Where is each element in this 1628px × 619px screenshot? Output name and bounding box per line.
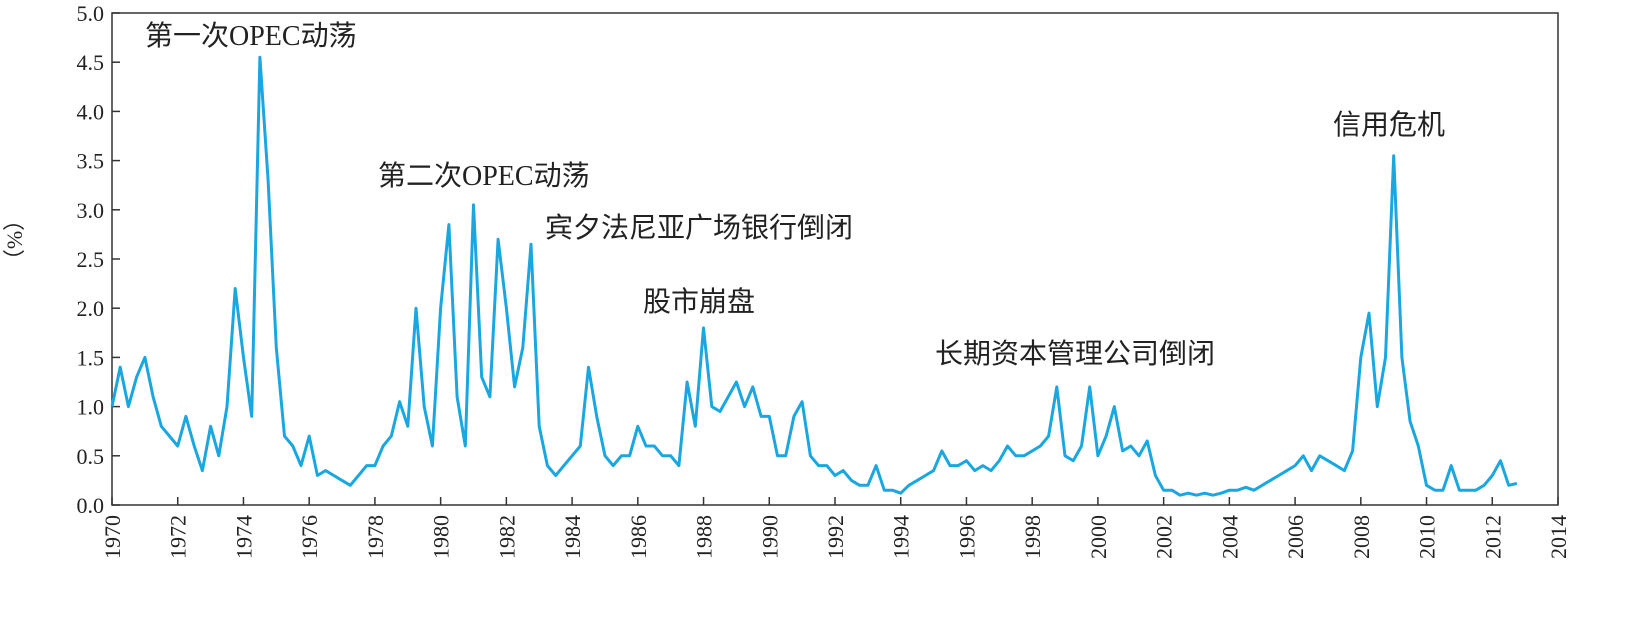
y-tick-label: 3.0 <box>77 198 105 223</box>
annotation: 宾夕法尼亚广场银行倒闭 <box>545 212 853 244</box>
y-tick-label: 0.5 <box>77 444 105 469</box>
y-tick-label: 4.0 <box>77 99 105 124</box>
x-tick-label: 2002 <box>1152 515 1177 559</box>
y-tick-label: 2.0 <box>77 296 105 321</box>
annotation: 股市崩盘 <box>643 286 755 318</box>
x-tick-label: 1972 <box>166 515 191 559</box>
y-tick-label: 3.5 <box>77 149 105 174</box>
annotation: 第二次OPEC动荡 <box>378 160 590 192</box>
x-tick-label: 1992 <box>823 515 848 559</box>
x-tick-label: 2010 <box>1415 515 1440 559</box>
y-axis-label: （%） <box>2 209 27 271</box>
x-tick-label: 1994 <box>889 515 914 559</box>
x-tick-label: 1974 <box>231 515 256 559</box>
x-tick-label: 1984 <box>560 515 585 559</box>
x-tick-label: 1976 <box>297 515 322 559</box>
x-tick-label: 2012 <box>1480 515 1505 559</box>
x-tick-label: 1980 <box>429 515 454 559</box>
x-tick-label: 2014 <box>1546 515 1571 559</box>
y-tick-label: 5.0 <box>77 1 105 26</box>
x-tick-label: 2000 <box>1086 515 1111 559</box>
y-tick-label: 4.5 <box>77 50 105 75</box>
data-line <box>110 55 1518 497</box>
y-tick-label: 2.5 <box>77 247 105 272</box>
x-tick-label: 1990 <box>757 515 782 559</box>
annotation: 长期资本管理公司倒闭 <box>935 338 1215 370</box>
x-tick-label: 1996 <box>954 515 979 559</box>
x-tick-label: 1988 <box>692 515 717 559</box>
x-tick-label: 1986 <box>626 515 651 559</box>
plot-frame <box>111 12 1559 506</box>
x-tick-label: 2006 <box>1283 515 1308 559</box>
x-tick-label: 2008 <box>1349 515 1374 559</box>
x-tick-label: 2004 <box>1217 515 1242 559</box>
x-tick-label: 1982 <box>494 515 519 559</box>
y-tick-label: 1.0 <box>77 395 105 420</box>
annotation: 第一次OPEC动荡 <box>145 20 357 52</box>
y-tick-label: 0.0 <box>77 493 105 518</box>
x-tick-label: 1978 <box>363 515 388 559</box>
annotation: 信用危机 <box>1333 109 1445 141</box>
x-tick-label: 1970 <box>100 515 125 559</box>
x-tick-label: 1998 <box>1020 515 1045 559</box>
y-tick-label: 1.5 <box>77 345 105 370</box>
